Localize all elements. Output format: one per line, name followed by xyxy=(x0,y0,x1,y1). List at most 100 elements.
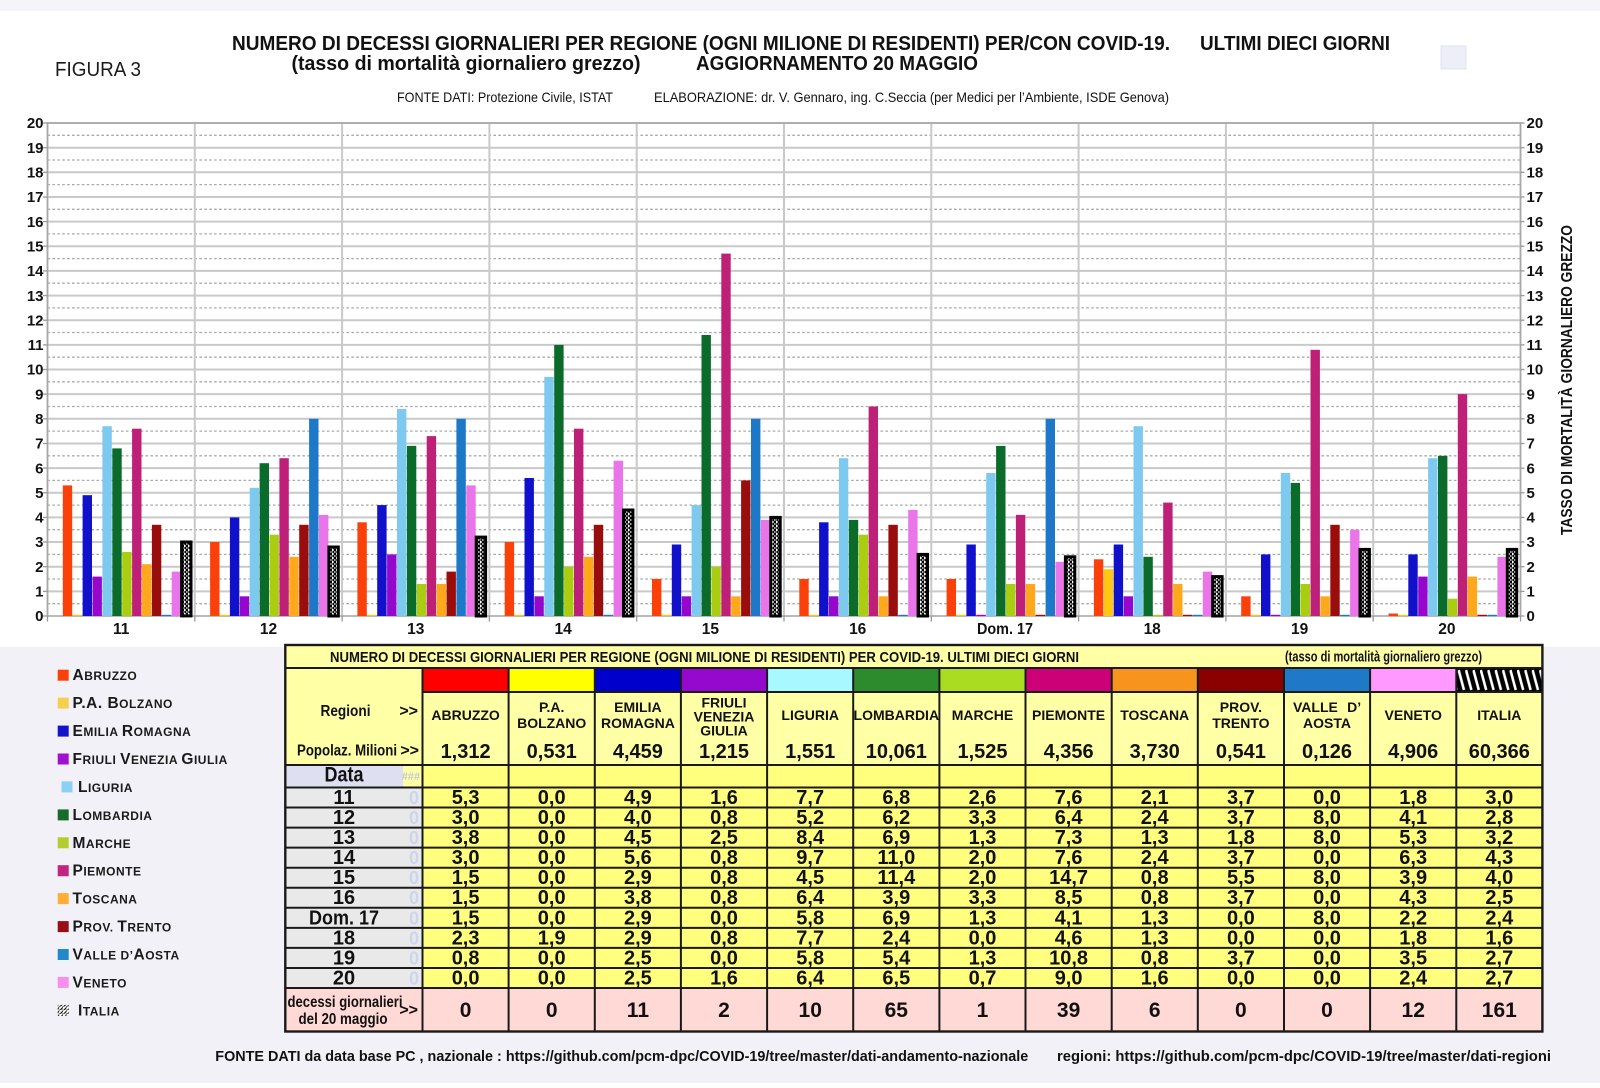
svg-text:3,3: 3,3 xyxy=(969,887,997,909)
svg-text:2,5: 2,5 xyxy=(710,827,738,849)
svg-text:MARCHE: MARCHE xyxy=(73,835,132,852)
svg-text:6,4: 6,4 xyxy=(796,887,825,909)
svg-text:ELABORAZIONE: dr. V. Gennaro,: ELABORAZIONE: dr. V. Gennaro, ing. C.Sec… xyxy=(654,89,1169,105)
svg-text:3,9: 3,9 xyxy=(1399,867,1427,889)
svg-text:3: 3 xyxy=(35,534,43,551)
svg-text:8,4: 8,4 xyxy=(796,827,825,849)
svg-text:6,2: 6,2 xyxy=(882,807,910,829)
svg-text:9: 9 xyxy=(35,386,43,403)
svg-text:8,0: 8,0 xyxy=(1313,827,1341,849)
svg-text:0,0: 0,0 xyxy=(1227,968,1255,990)
svg-text:0: 0 xyxy=(1321,999,1333,1022)
svg-text:ROMAGNA: ROMAGNA xyxy=(601,715,675,731)
svg-text:5,5: 5,5 xyxy=(1227,867,1255,889)
svg-text:1,6: 1,6 xyxy=(1141,968,1169,990)
svg-text:2,4: 2,4 xyxy=(1141,847,1170,869)
svg-text:0,0: 0,0 xyxy=(1313,787,1341,809)
svg-text:7,3: 7,3 xyxy=(1055,827,1083,849)
svg-text:0,0: 0,0 xyxy=(1313,947,1341,969)
svg-text:5,8: 5,8 xyxy=(796,907,824,929)
svg-text:1,3: 1,3 xyxy=(969,947,997,969)
svg-text:20: 20 xyxy=(333,968,355,990)
svg-text:10: 10 xyxy=(1527,362,1544,379)
svg-text:6,5: 6,5 xyxy=(882,968,910,990)
svg-text:1,551: 1,551 xyxy=(785,741,835,763)
svg-text:19: 19 xyxy=(333,947,355,969)
svg-text:3,3: 3,3 xyxy=(969,807,997,829)
svg-text:4,0: 4,0 xyxy=(1485,867,1513,889)
svg-text:0,0: 0,0 xyxy=(1227,907,1255,929)
svg-text:2,3: 2,3 xyxy=(452,927,480,949)
svg-text:18: 18 xyxy=(27,165,44,182)
svg-text:2: 2 xyxy=(718,999,730,1022)
svg-text:8,0: 8,0 xyxy=(1313,907,1341,929)
svg-text:8: 8 xyxy=(1527,411,1535,428)
svg-text:0,0: 0,0 xyxy=(538,968,566,990)
svg-text:3,7: 3,7 xyxy=(1227,787,1255,809)
svg-text:0: 0 xyxy=(1235,999,1247,1022)
svg-text:0,8: 0,8 xyxy=(710,867,738,889)
svg-text:10,061: 10,061 xyxy=(866,741,927,763)
svg-text:11: 11 xyxy=(627,999,650,1022)
svg-text:1,8: 1,8 xyxy=(1227,827,1255,849)
svg-text:PIEMONTE: PIEMONTE xyxy=(73,863,142,880)
svg-text:0,0: 0,0 xyxy=(538,887,566,909)
svg-text:0,8: 0,8 xyxy=(710,807,738,829)
svg-text:13: 13 xyxy=(407,621,425,638)
svg-text:17: 17 xyxy=(1527,189,1544,206)
svg-text:MARCHE: MARCHE xyxy=(952,707,1013,723)
svg-text:TOSCANA: TOSCANA xyxy=(73,891,138,908)
svg-text:18: 18 xyxy=(1527,165,1544,182)
svg-text:6,9: 6,9 xyxy=(882,907,910,929)
svg-text:GIULIA: GIULIA xyxy=(700,723,747,739)
svg-text:0: 0 xyxy=(409,868,419,888)
svg-text:11: 11 xyxy=(28,337,44,354)
svg-text:10: 10 xyxy=(27,362,44,379)
svg-text:2,5: 2,5 xyxy=(1485,887,1513,909)
svg-text:1,8: 1,8 xyxy=(1399,927,1427,949)
svg-text:19: 19 xyxy=(1291,621,1309,638)
svg-text:Popolaz. Milioni: Popolaz. Milioni xyxy=(297,743,397,760)
svg-text:0,7: 0,7 xyxy=(969,968,997,990)
svg-text:0,8: 0,8 xyxy=(710,847,738,869)
svg-text:2,5: 2,5 xyxy=(624,968,652,990)
svg-text:4,459: 4,459 xyxy=(613,741,663,763)
svg-text:2,0: 2,0 xyxy=(969,847,997,869)
svg-text:1: 1 xyxy=(977,999,989,1022)
svg-text:3,5: 3,5 xyxy=(1399,947,1427,969)
svg-text:1,3: 1,3 xyxy=(969,907,997,929)
svg-text:VALLE D’AOSTA: VALLE D’AOSTA xyxy=(73,947,180,964)
svg-text:del 20 maggio: del 20 maggio xyxy=(299,1011,388,1028)
svg-text:ITALIA: ITALIA xyxy=(1477,707,1521,723)
svg-text:0: 0 xyxy=(409,808,419,828)
svg-text:19: 19 xyxy=(1527,140,1544,157)
svg-text:regioni: https://github.com/p: regioni: https://github.com/pcm-dpc/COVI… xyxy=(1057,1048,1551,1065)
svg-text:3,7: 3,7 xyxy=(1227,847,1255,869)
svg-text:1,6: 1,6 xyxy=(1485,927,1513,949)
svg-text:12: 12 xyxy=(1402,999,1425,1022)
svg-text:BOLZANO: BOLZANO xyxy=(517,715,586,731)
svg-text:ITALIA: ITALIA xyxy=(78,1002,120,1019)
svg-text:15: 15 xyxy=(1527,238,1544,255)
svg-text:6: 6 xyxy=(1527,460,1535,477)
svg-text:20: 20 xyxy=(1438,621,1455,638)
svg-text:NUMERO DI DECESSI GIORNALIERI: NUMERO DI DECESSI GIORNALIERI PER REGION… xyxy=(232,33,1170,55)
svg-text:11: 11 xyxy=(333,787,354,809)
svg-text:5,3: 5,3 xyxy=(452,787,480,809)
svg-text:0: 0 xyxy=(546,999,558,1022)
svg-text:14,7: 14,7 xyxy=(1049,867,1088,889)
svg-text:0,541: 0,541 xyxy=(1216,741,1266,763)
svg-text:LOMBARDIA: LOMBARDIA xyxy=(73,807,153,824)
svg-text:0: 0 xyxy=(35,608,43,625)
svg-text:12: 12 xyxy=(333,807,355,829)
svg-text:17: 17 xyxy=(27,189,44,206)
svg-text:2,0: 2,0 xyxy=(969,867,997,889)
svg-text:FRIULI VENEZIA GIULIA: FRIULI VENEZIA GIULIA xyxy=(73,751,228,768)
svg-text:13: 13 xyxy=(27,288,44,305)
svg-text:161: 161 xyxy=(1482,999,1517,1022)
svg-text:1,8: 1,8 xyxy=(1399,787,1427,809)
svg-text:3,730: 3,730 xyxy=(1130,741,1180,763)
svg-text:0: 0 xyxy=(409,948,419,968)
svg-text:2,4: 2,4 xyxy=(1485,907,1514,929)
svg-text:14: 14 xyxy=(333,847,356,869)
